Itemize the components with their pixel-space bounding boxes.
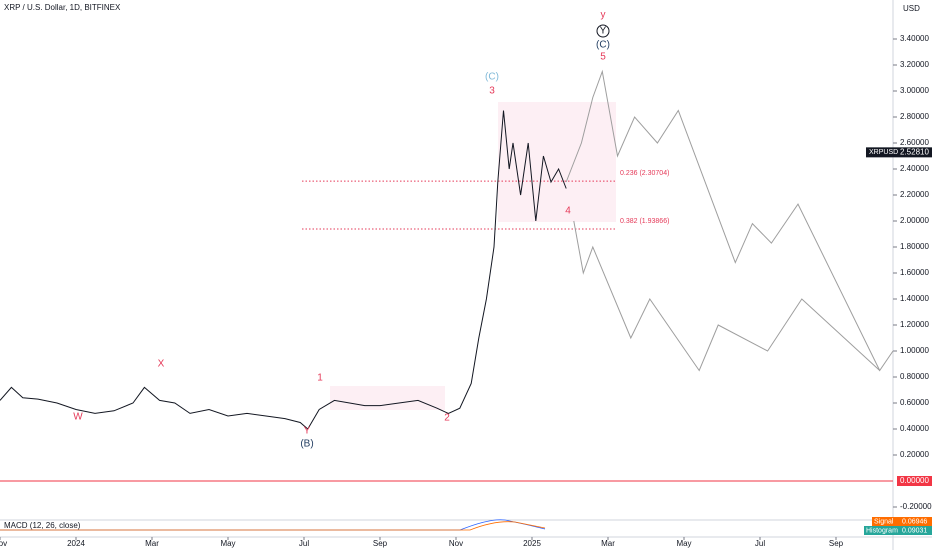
y-tick-label: 2.00000 — [900, 216, 929, 225]
chart-title: XRP / U.S. Dollar, 1D, BITFINEX — [4, 3, 121, 12]
wave-label: (C) — [485, 72, 499, 83]
y-tick-label: 1.60000 — [900, 268, 929, 277]
histogram-label: 0.09031 — [902, 527, 927, 534]
projection-line — [573, 220, 881, 372]
macd-title: MACD (12, 26, close) — [4, 521, 81, 530]
x-tick-label: Jul — [299, 539, 309, 548]
last-price-name: XRPUSD — [869, 149, 898, 156]
wave-label: (B) — [300, 439, 313, 450]
y-tick-label: 2.20000 — [900, 190, 929, 199]
zero-price-label: 0.00000 — [900, 476, 929, 485]
y-tick-label: 0.60000 — [900, 398, 929, 407]
y-tick-label: 0.20000 — [900, 450, 929, 459]
x-tick-label: Mar — [601, 539, 615, 548]
x-tick-label: May — [220, 539, 235, 548]
x-tick-label: Mar — [145, 539, 159, 548]
x-tick-label: Sep — [829, 539, 844, 548]
wave-circle — [596, 24, 610, 38]
zero-price-tag — [897, 476, 932, 486]
wave-label: 2 — [444, 413, 450, 424]
y-tick-label: 2.80000 — [900, 112, 929, 121]
x-tick-label: 2025 — [523, 539, 541, 548]
wave-label: X — [158, 359, 165, 370]
y-tick-label: 2.40000 — [900, 164, 929, 173]
last-price-label: 2.52810 — [900, 147, 929, 156]
histogram-name: Histogram — [866, 527, 898, 534]
x-tick-label: Nov — [449, 539, 463, 548]
macd-line — [0, 519, 546, 531]
signal-tag — [872, 517, 932, 526]
wave-label: 3 — [489, 86, 495, 97]
y-tick-label: 3.00000 — [900, 86, 929, 95]
y-tick-label: 1.40000 — [900, 294, 929, 303]
last-price-tag — [866, 147, 932, 158]
signal-name: Signal — [874, 518, 894, 525]
range-box — [330, 386, 445, 410]
wave-label: 5 — [600, 52, 606, 63]
x-tick-label: Sep — [373, 539, 388, 548]
fib-label: 0.236 (2.30704) — [620, 170, 669, 177]
y-tick-label: 1.20000 — [900, 320, 929, 329]
x-tick-label: Jul — [755, 539, 765, 548]
wave-label: 1 — [317, 373, 323, 384]
wave-label: y — [601, 10, 606, 21]
wave-label: Y — [304, 426, 311, 437]
y-tick-label: 3.40000 — [900, 34, 929, 43]
y-tick-label: -0.20000 — [900, 502, 932, 511]
y-tick-label: 0.40000 — [900, 424, 929, 433]
y-tick-label: 1.00000 — [900, 346, 929, 355]
y-tick-label: 1.80000 — [900, 242, 929, 251]
x-tick-label: Nov — [0, 539, 7, 548]
wave-label: 4 — [565, 206, 571, 217]
x-tick-label: May — [676, 539, 691, 548]
y-tick-label: 0.80000 — [900, 372, 929, 381]
y-tick-label: 3.20000 — [900, 60, 929, 69]
wave-label: Y — [600, 26, 607, 37]
currency: USD — [903, 4, 920, 13]
y-tick-label: 2.60000 — [900, 138, 929, 147]
wave-label: (C) — [596, 40, 610, 51]
wave-label: W — [73, 412, 83, 423]
macd-signal — [0, 521, 546, 531]
projection-line — [565, 69, 894, 372]
x-tick-label: 2024 — [67, 539, 85, 548]
price-line — [0, 110, 567, 430]
signal-label: 0.06946 — [902, 518, 927, 525]
range-box — [498, 102, 616, 222]
histogram-tag — [864, 526, 932, 535]
fib-label: 0.382 (1.93866) — [620, 218, 669, 225]
